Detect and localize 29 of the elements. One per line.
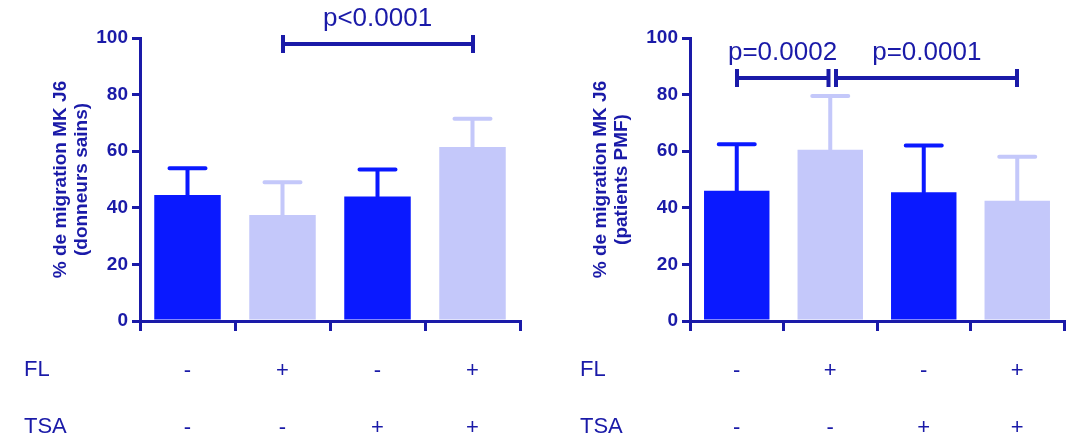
text: p<0.0001 (322, 1, 433, 32)
annotation: p=0.0001 (872, 35, 982, 66)
y-tick-label: 60 (656, 139, 678, 161)
text: FL (580, 356, 606, 382)
category-label: + - (276, 356, 289, 439)
y-tick-label: 80 (656, 82, 678, 104)
y-tick-label: 0 (117, 309, 128, 331)
category-label: - - (183, 356, 192, 439)
category-label: - + (917, 356, 931, 439)
y-tick-label: 100 (96, 26, 128, 48)
y-tick-label: 40 (106, 196, 128, 218)
y-tick-label: 20 (106, 252, 128, 274)
category-label: + + (466, 356, 479, 439)
y-tick-label: 60 (106, 139, 128, 161)
text: FL (24, 356, 50, 382)
y-tick-label: 0 (667, 309, 678, 331)
category-label: - + (371, 356, 384, 439)
text: TSA (24, 413, 68, 439)
y-axis-title: % de migration MK J6 (donneurs sains) (48, 80, 91, 279)
y-tick-label: 80 (106, 82, 128, 104)
y-tick-label: 40 (656, 196, 678, 218)
category-label: - - (733, 356, 741, 439)
category-label: + + (1010, 356, 1024, 439)
text: TSA (580, 413, 624, 439)
annotation: p=0.0002 (727, 35, 838, 66)
y-axis-title: % de migration MK J6 (patients PMF) (588, 80, 631, 279)
y-tick-label: 100 (646, 26, 678, 48)
category-label: + - (823, 356, 837, 439)
y-tick-label: 20 (656, 252, 678, 274)
